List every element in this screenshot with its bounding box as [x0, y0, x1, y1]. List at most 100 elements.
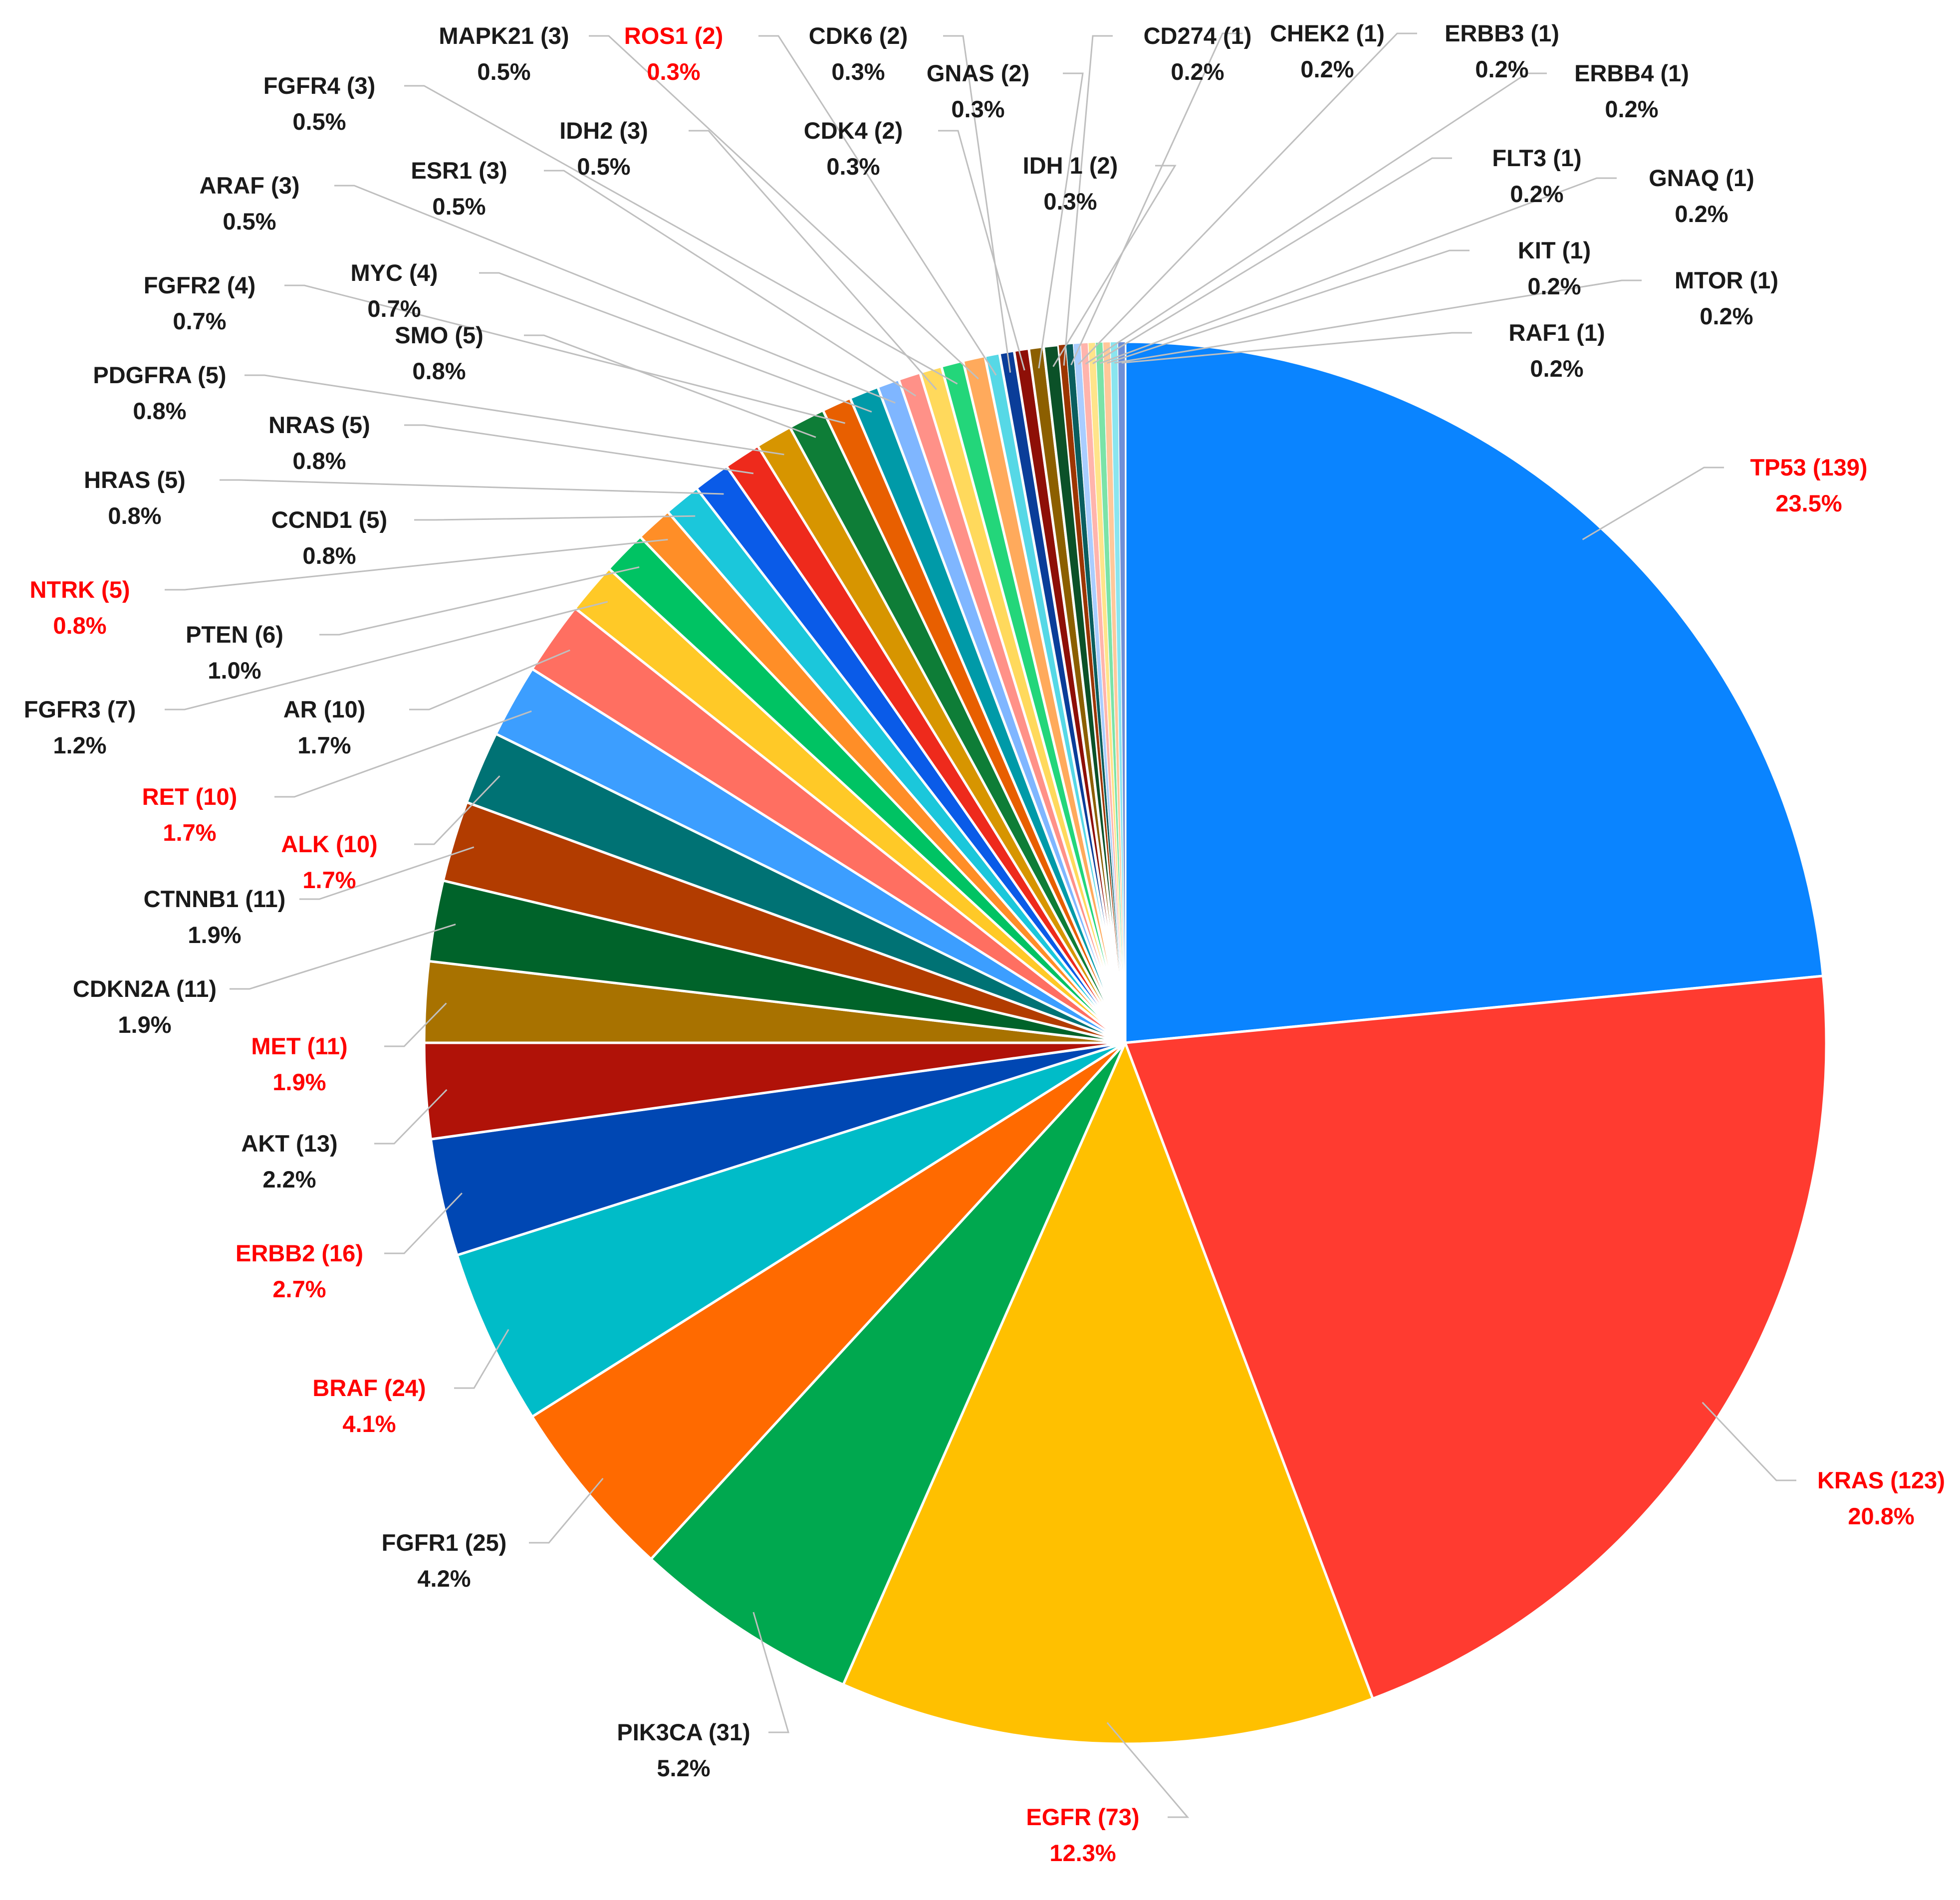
- leader-line-nras: [404, 424, 754, 475]
- slice-label-percent: 1.9%: [272, 1069, 326, 1095]
- slice-label-name: FGFR2 (4): [144, 272, 256, 298]
- slice-label-percent: 1.9%: [118, 1011, 171, 1038]
- slice-label-esr1: ESR1 (3) 0.5%: [411, 157, 507, 220]
- slice-label-fgfr3: FGFR3 (7) 1.2%: [24, 696, 136, 758]
- pie-slice-fgfr1: [530, 1041, 1126, 1561]
- leader-line-egfr: [1106, 1722, 1190, 1818]
- slice-label-name: KRAS (123): [1817, 1467, 1945, 1493]
- leader-line-ccnd1: [414, 515, 696, 521]
- slice-label-name: CDK4 (2): [804, 117, 903, 144]
- slice-label-gnas: GNAS (2) 0.3%: [927, 60, 1029, 122]
- slice-label-percent: 1.0%: [208, 657, 261, 684]
- slice-label-percent: 0.5%: [477, 58, 530, 85]
- slice-label-name: CD274 (1): [1144, 22, 1252, 49]
- slice-label-chek2: CHEK2 (1) 0.2%: [1270, 20, 1385, 82]
- slice-label-percent: 0.3%: [951, 96, 1004, 122]
- slice-label-name: ERBB4 (1): [1574, 60, 1689, 86]
- slice-label-raf1: RAF1 (1) 0.2%: [1508, 319, 1605, 382]
- slice-label-braf: BRAF (24) 4.1%: [312, 1375, 426, 1437]
- leader-line-kit: [1107, 249, 1470, 364]
- slice-label-ros1: ROS1 (2) 0.3%: [624, 22, 724, 85]
- slice-label-percent: 0.8%: [53, 612, 106, 639]
- slice-label-percent: 23.5%: [1775, 490, 1842, 516]
- leader-line-fgfr3: [165, 601, 608, 711]
- slice-label-cdk6: CDK6 (2) 0.3%: [809, 22, 908, 85]
- slice-label-name: FGFR1 (25): [382, 1529, 507, 1556]
- pie-slice-tp53: [1124, 340, 1825, 1044]
- slice-label-idh1: IDH 1 (2) 0.3%: [1023, 152, 1118, 215]
- slice-label-name: IDH 1 (2): [1023, 152, 1118, 179]
- leader-line-ntrk: [165, 538, 668, 591]
- slice-label-name: ARAF (3): [199, 172, 299, 199]
- leader-line-fgfr4: [404, 85, 958, 385]
- slice-label-erbb2: ERBB2 (16) 2.7%: [236, 1240, 363, 1302]
- leader-line-erbb4: [1085, 72, 1547, 365]
- slice-label-smo: SMO (5) 0.8%: [395, 322, 484, 384]
- slice-label-name: NTRK (5): [29, 576, 130, 603]
- slice-label-name: ERBB2 (16): [236, 1240, 363, 1266]
- slice-label-percent: 0.3%: [831, 58, 885, 85]
- slice-label-percent: 0.5%: [292, 108, 346, 135]
- slice-label-name: SMO (5): [395, 322, 484, 348]
- slice-label-name: PTEN (6): [186, 621, 283, 648]
- slice-label-tp53: TP53 (139) 23.5%: [1750, 454, 1867, 516]
- leader-line-braf: [454, 1329, 509, 1389]
- slice-label-erbb3: ERBB3 (1) 0.2%: [1445, 20, 1559, 82]
- slice-label-percent: 0.2%: [1510, 181, 1563, 207]
- slice-label-name: CCND1 (5): [271, 506, 387, 533]
- pie-slice-braf: [455, 1041, 1126, 1419]
- slice-label-percent: 0.5%: [223, 208, 276, 235]
- slice-label-percent: 4.1%: [342, 1411, 396, 1437]
- leader-line-araf: [334, 185, 896, 404]
- leader-line-gnas: [1038, 72, 1084, 369]
- slice-label-flt3: FLT3 (1) 0.2%: [1492, 145, 1581, 207]
- leader-line-ros1: [758, 35, 997, 376]
- leader-line-ret: [274, 710, 532, 798]
- slice-label-percent: 0.2%: [1527, 273, 1581, 299]
- slice-label-mtor: MTOR (1) 0.2%: [1675, 267, 1778, 329]
- slice-label-percent: 0.8%: [412, 358, 466, 384]
- slice-label-percent: 0.2%: [1675, 201, 1728, 227]
- slice-label-percent: 0.5%: [432, 193, 486, 220]
- slice-label-name: FLT3 (1): [1492, 145, 1581, 171]
- slice-label-cdkn2a: CDKN2A (11) 1.9%: [73, 975, 217, 1038]
- slice-label-name: PIK3CA (31): [617, 1719, 750, 1745]
- leader-line-esr1: [544, 170, 917, 397]
- labels-layer: TP53 (139) 23.5% KRAS (123) 20.8% EGFR (73) 1…: [24, 20, 1945, 1866]
- slice-label-percent: 1.2%: [53, 732, 106, 758]
- slice-label-percent: 1.7%: [297, 732, 351, 758]
- slice-label-name: MTOR (1): [1675, 267, 1778, 293]
- slice-label-name: GNAQ (1): [1649, 165, 1754, 191]
- slice-label-percent: 1.9%: [188, 922, 241, 948]
- slice-label-name: ROS1 (2): [624, 22, 724, 49]
- leader-line-pik3ca: [752, 1612, 789, 1733]
- pie-slice-egfr: [841, 1039, 1375, 1745]
- leader-line-hras: [220, 479, 724, 495]
- slice-label-erbb4: ERBB4 (1) 0.2%: [1574, 60, 1689, 122]
- slice-label-percent: 0.2%: [1605, 96, 1658, 122]
- slice-label-name: AR (10): [283, 696, 366, 722]
- slice-label-percent: 12.3%: [1049, 1840, 1116, 1866]
- slice-label-percent: 0.8%: [133, 398, 186, 424]
- slice-label-name: FGFR3 (7): [24, 696, 136, 722]
- slice-label-percent: 5.2%: [657, 1755, 710, 1781]
- slice-label-name: TP53 (139): [1750, 454, 1867, 480]
- leader-line-pdgfra: [245, 374, 784, 456]
- slices-layer: [423, 340, 1828, 1745]
- leader-line-raf1: [1121, 332, 1472, 364]
- slice-label-met: MET (11) 1.9%: [251, 1033, 347, 1095]
- slice-label-name: RET (10): [142, 783, 238, 810]
- slice-label-name: FGFR4 (3): [263, 72, 376, 99]
- slice-label-pdgfra: PDGFRA (5) 0.8%: [93, 362, 226, 424]
- slice-label-ntrk: NTRK (5) 0.8%: [29, 576, 130, 639]
- slice-label-percent: 0.5%: [577, 153, 630, 180]
- leader-lines-layer: [165, 32, 1796, 1818]
- leader-line-met: [384, 1002, 447, 1047]
- slice-label-egfr: EGFR (73) 12.3%: [1026, 1804, 1139, 1866]
- slice-label-fgfr2: FGFR2 (4) 0.7%: [144, 272, 256, 334]
- leader-line-idh2: [689, 130, 937, 390]
- pie-slice-kras: [1123, 974, 1828, 1700]
- slice-label-name: KIT (1): [1518, 237, 1591, 263]
- leader-line-cdk4: [938, 130, 1025, 371]
